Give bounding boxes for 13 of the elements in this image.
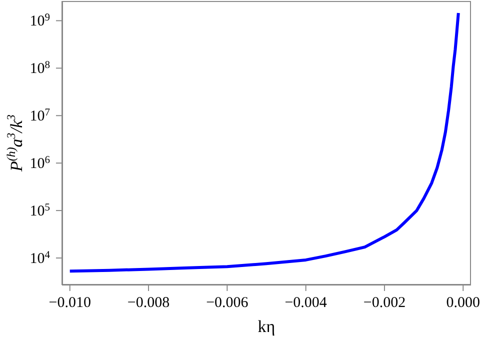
x-axis-title: kη [258, 317, 276, 336]
y-tick-label: 10$^{6}$ [30, 154, 50, 172]
y-tick-label: 10$^{5}$ [30, 202, 50, 220]
x-tick-label: 0.000 [446, 295, 480, 311]
y-tick-label: 10$^{8}$ [30, 60, 50, 78]
x-tick-label: −0.010 [48, 295, 91, 311]
x-tick-label: −0.004 [284, 295, 328, 311]
y-tick-label: 10$^{7}$ [30, 107, 50, 125]
y-tick-label: 10$^{9}$ [30, 12, 50, 30]
x-tick-label: −0.002 [363, 295, 406, 311]
y-tick-label: 10$^{4}$ [30, 250, 51, 268]
x-tick-label: −0.008 [127, 295, 170, 311]
x-tick-label: −0.006 [206, 295, 249, 311]
